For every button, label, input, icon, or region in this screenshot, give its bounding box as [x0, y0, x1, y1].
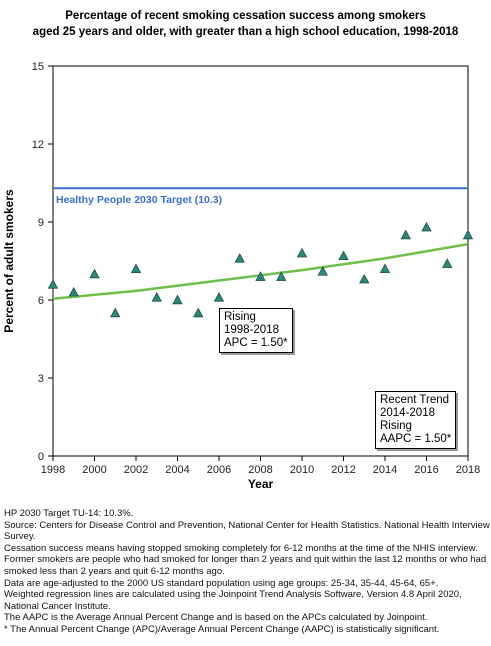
- data-point: [462, 229, 474, 240]
- x-tick-label: 2002: [124, 464, 148, 476]
- x-tick-label: 2004: [165, 464, 189, 476]
- x-tick-label: 2012: [331, 464, 355, 476]
- data-point: [68, 286, 79, 297]
- x-tick-label: 1998: [41, 464, 65, 476]
- data-point: [276, 271, 287, 281]
- footnote: Cessation success means having stopped s…: [4, 542, 487, 577]
- footnote: * The Annual Percent Change (APC)/Averag…: [4, 623, 440, 635]
- annotation-overall-trend: Rising 1998-2018 APC = 1.50*: [219, 308, 293, 353]
- data-point: [213, 292, 225, 302]
- annotation-recent-line: Recent Trend: [380, 394, 450, 406]
- footnote: HP 2030 Target TU-14: 10.3%.: [4, 508, 134, 519]
- data-point: [379, 263, 391, 274]
- x-axis-title: Year: [248, 477, 274, 491]
- data-point: [400, 229, 411, 240]
- data-point: [317, 266, 328, 276]
- data-point: [47, 279, 59, 289]
- footnote: Data are age-adjusted to the 2000 US sta…: [4, 577, 439, 589]
- annotation-overall-line: APC = 1.50*: [224, 337, 288, 349]
- annotation-recent-line: 2014-2018: [380, 407, 435, 419]
- data-point: [359, 273, 370, 284]
- chart-title-line2: aged 25 years and older, with greater th…: [32, 26, 459, 38]
- x-tick-label: 2006: [207, 464, 231, 476]
- annotation-recent-line: AAPC = 1.50*: [380, 433, 452, 445]
- data-point: [234, 253, 245, 263]
- data-point: [421, 221, 432, 232]
- data-point: [255, 271, 266, 281]
- data-point: [338, 250, 349, 261]
- y-tick-label: 3: [38, 373, 44, 385]
- footnote: Source: Centers for Disease Control and …: [4, 519, 490, 543]
- footnotes: HP 2030 Target TU-14: 10.3%. Source: Cen…: [4, 508, 490, 636]
- x-tick-label: 2010: [290, 464, 314, 476]
- x-tick-label: 2016: [414, 464, 438, 476]
- annotation-overall-line: Rising: [224, 311, 256, 323]
- footnote: The AAPC is the Average Annual Percent C…: [4, 612, 428, 624]
- y-tick-label: 0: [38, 451, 44, 463]
- data-point: [151, 292, 162, 302]
- annotation-recent-trend: Recent Trend 2014-2018 Rising AAPC = 1.5…: [375, 391, 457, 449]
- y-tick-label: 15: [32, 61, 44, 73]
- data-point: [193, 307, 204, 318]
- x-tick-label: 2000: [82, 464, 106, 476]
- x-tick-label: 2018: [456, 464, 480, 476]
- data-point: [130, 263, 142, 274]
- y-axis-title: Percent of adult smokers: [2, 189, 16, 333]
- footnote: Weighted regression lines are calculated…: [4, 589, 462, 612]
- data-point: [296, 247, 308, 258]
- data-point: [172, 294, 183, 305]
- x-tick-label: 2008: [248, 464, 272, 476]
- y-tick-label: 9: [38, 217, 44, 229]
- chart-title: Percentage of recent smoking cessation s…: [0, 8, 491, 40]
- chart-title-line1: Percentage of recent smoking cessation s…: [65, 10, 426, 22]
- y-tick-label: 12: [32, 139, 44, 151]
- x-tick-label: 2014: [373, 464, 397, 476]
- y-tick-label: 6: [38, 295, 44, 307]
- annotation-recent-line: Rising: [380, 420, 412, 432]
- data-point: [89, 268, 100, 279]
- annotation-overall-line: 1998-2018: [224, 324, 279, 336]
- data-point: [442, 258, 453, 268]
- data-point: [110, 307, 121, 318]
- target-label: Healthy People 2030 Target (10.3): [56, 194, 222, 206]
